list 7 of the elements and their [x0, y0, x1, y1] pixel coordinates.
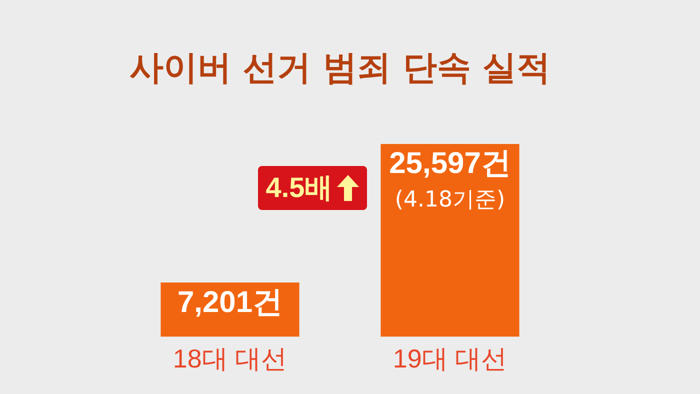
x-tick-label: 19대 대선	[392, 344, 508, 374]
annotation: (4.18기준)	[394, 188, 506, 213]
chart-title: 사이버 선거 범죄 단속 실적	[129, 48, 551, 88]
x-tick-label: 18대 대선	[172, 344, 288, 374]
annotation: 4.5배	[266, 171, 333, 206]
data-label: 7,201건	[177, 286, 283, 319]
data-label: 25,597건	[389, 147, 511, 180]
